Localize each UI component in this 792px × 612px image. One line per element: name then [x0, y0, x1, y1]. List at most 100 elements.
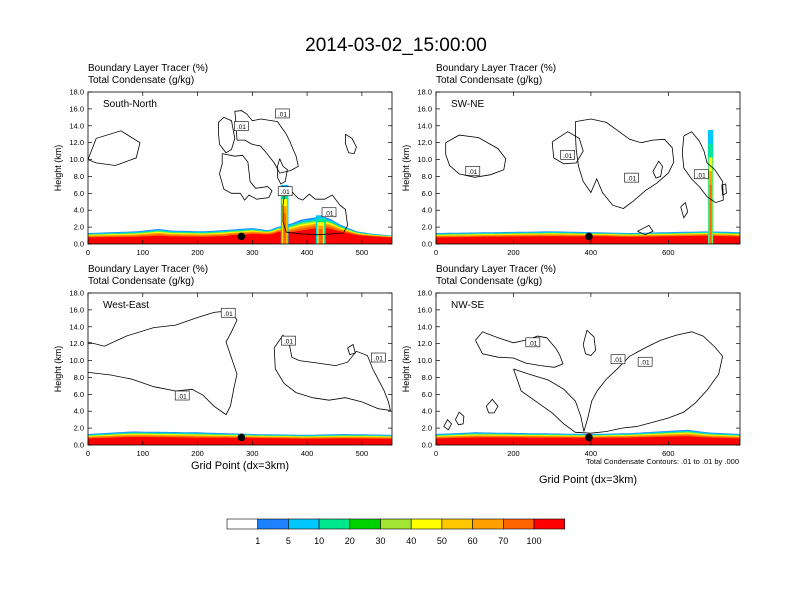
condensate-contour: [218, 116, 236, 154]
tracer-plume: [319, 229, 323, 244]
y-tick-label: 14.0: [417, 322, 432, 331]
plot-frame: [87, 292, 393, 446]
panel-sw-ne: Boundary Layer Tracer (%) Total Condensa…: [401, 63, 741, 257]
location-marker: [585, 232, 593, 241]
panel-nw-se: Boundary Layer Tracer (%) Total Condensa…: [401, 264, 741, 458]
x-tick-label: 600: [662, 248, 675, 257]
y-tick-label: 4.0: [74, 407, 84, 416]
location-marker: [237, 433, 246, 442]
y-tick-label: 2.0: [422, 424, 432, 433]
y-tick-label: 18.0: [417, 88, 432, 97]
condensate-contour: [551, 131, 584, 165]
colorbar-bin: [410, 518, 443, 530]
condensate-contour: [347, 343, 356, 356]
colorbar-bin: [472, 518, 504, 530]
y-tick-label: 12.0: [417, 138, 432, 147]
colorbar-bin: [318, 518, 351, 530]
svg-text:.01: .01: [627, 176, 636, 183]
svg-text:.01: .01: [613, 357, 622, 364]
svg-text:.01: .01: [468, 169, 477, 176]
panel-title-condensate: Total Condensate (g/kg): [88, 276, 194, 287]
y-tick-label: 0.0: [74, 240, 84, 249]
colorbar-label: 60: [468, 536, 478, 546]
y-tick-label: 10.0: [69, 356, 84, 365]
condensate-contour: [219, 153, 273, 201]
contour-label: .01: [637, 356, 653, 367]
colorbar-label: 30: [375, 536, 385, 546]
y-tick-label: 6.0: [422, 390, 432, 399]
colorbar-label: 70: [498, 536, 508, 546]
condensate-contour: [455, 411, 465, 426]
y-tick-label: 8.0: [74, 373, 84, 382]
plot-area: .01 .01 .01 .01: [88, 92, 392, 244]
y-tick-label: 16.0: [69, 104, 84, 113]
y-tick-label: 12.0: [417, 339, 432, 348]
condensate-contour: [443, 419, 452, 431]
x-tick-label: 400: [585, 449, 598, 458]
contour-label: .01: [371, 352, 386, 363]
y-tick-label: 2.0: [74, 223, 84, 232]
plot-background: [88, 293, 392, 445]
condensate-contour: [485, 398, 499, 414]
x-tick-label: 200: [507, 449, 520, 458]
svg-text:.01: .01: [641, 360, 650, 367]
x-tick-label: 0: [86, 449, 90, 458]
colorbar-bin: [441, 518, 473, 530]
y-tick-label: 0.0: [74, 441, 84, 450]
y-tick-label: 16.0: [417, 104, 432, 113]
figure-title: 2014-03-02_15:00:00: [305, 35, 487, 56]
colorbar: 1 5 10 20 30 40 50 60 70 100: [226, 518, 566, 546]
colorbar-bin: [502, 518, 535, 530]
contour-footnote: Total Condensate Contours: .01 to .01 by…: [586, 457, 739, 466]
panel-name: South-North: [103, 99, 157, 110]
panel-title-condensate: Total Condensate (g/kg): [88, 75, 194, 86]
plot-background: [88, 92, 392, 244]
condensate-contour: [475, 331, 564, 368]
x-tick-label: 200: [507, 248, 520, 257]
contour-label: .01: [560, 150, 575, 160]
tracer-plume: [283, 213, 287, 244]
y-tick-label: 18.0: [417, 289, 432, 298]
x-tick-label: 400: [585, 248, 598, 257]
y-tick-label: 14.0: [417, 121, 432, 130]
y-tick-label: 2.0: [74, 424, 84, 433]
x-tick-label: 400: [301, 248, 314, 257]
colorbar-bin: [380, 518, 412, 530]
y-tick-label: 16.0: [69, 305, 84, 314]
y-axis-title: Height (km): [401, 145, 411, 192]
x-tick-label: 600: [662, 449, 675, 458]
x-tick-label: 0: [434, 449, 438, 458]
condensate-contour: [277, 158, 288, 185]
x-tick-label: 300: [246, 449, 259, 458]
plot-area: .01 .01 .01 .01: [88, 293, 392, 445]
colorbar-label: 20: [345, 536, 355, 546]
svg-text:.01: .01: [224, 311, 233, 318]
condensate-contour: [234, 110, 299, 174]
condensate-contour: [652, 160, 663, 179]
y-tick-label: 4.0: [422, 206, 432, 215]
contour-label: .01: [610, 354, 626, 364]
panel-name: SW-NE: [451, 99, 484, 110]
svg-text:.01: .01: [324, 210, 333, 217]
colorbar-label: 100: [526, 536, 541, 546]
colorbar-label: 5: [286, 536, 291, 546]
condensate-contour: [445, 134, 507, 178]
contour-label: .01: [525, 337, 541, 347]
x-tick-label: 0: [86, 248, 90, 257]
colorbar-bin: [349, 518, 381, 530]
y-axis-title: Height (km): [401, 346, 411, 393]
condensate-contour: [681, 131, 724, 204]
y-tick-label: 0.0: [422, 240, 432, 249]
panel-south-north: Boundary Layer Tracer (%) Total Condensa…: [53, 63, 393, 257]
y-tick-label: 0.0: [422, 441, 432, 450]
panel-name: NW-SE: [451, 300, 484, 311]
y-tick-label: 14.0: [69, 322, 84, 331]
condensate-contour: [680, 201, 689, 219]
panel-title-condensate: Total Condensate (g/kg): [436, 276, 542, 287]
plot-area: .01 .01 .01: [436, 293, 740, 445]
condensate-contour: [88, 130, 141, 166]
location-marker: [585, 433, 593, 442]
panel-title-tracer: Boundary Layer Tracer (%): [88, 63, 208, 74]
y-tick-label: 4.0: [422, 407, 432, 416]
y-tick-label: 6.0: [422, 189, 432, 198]
